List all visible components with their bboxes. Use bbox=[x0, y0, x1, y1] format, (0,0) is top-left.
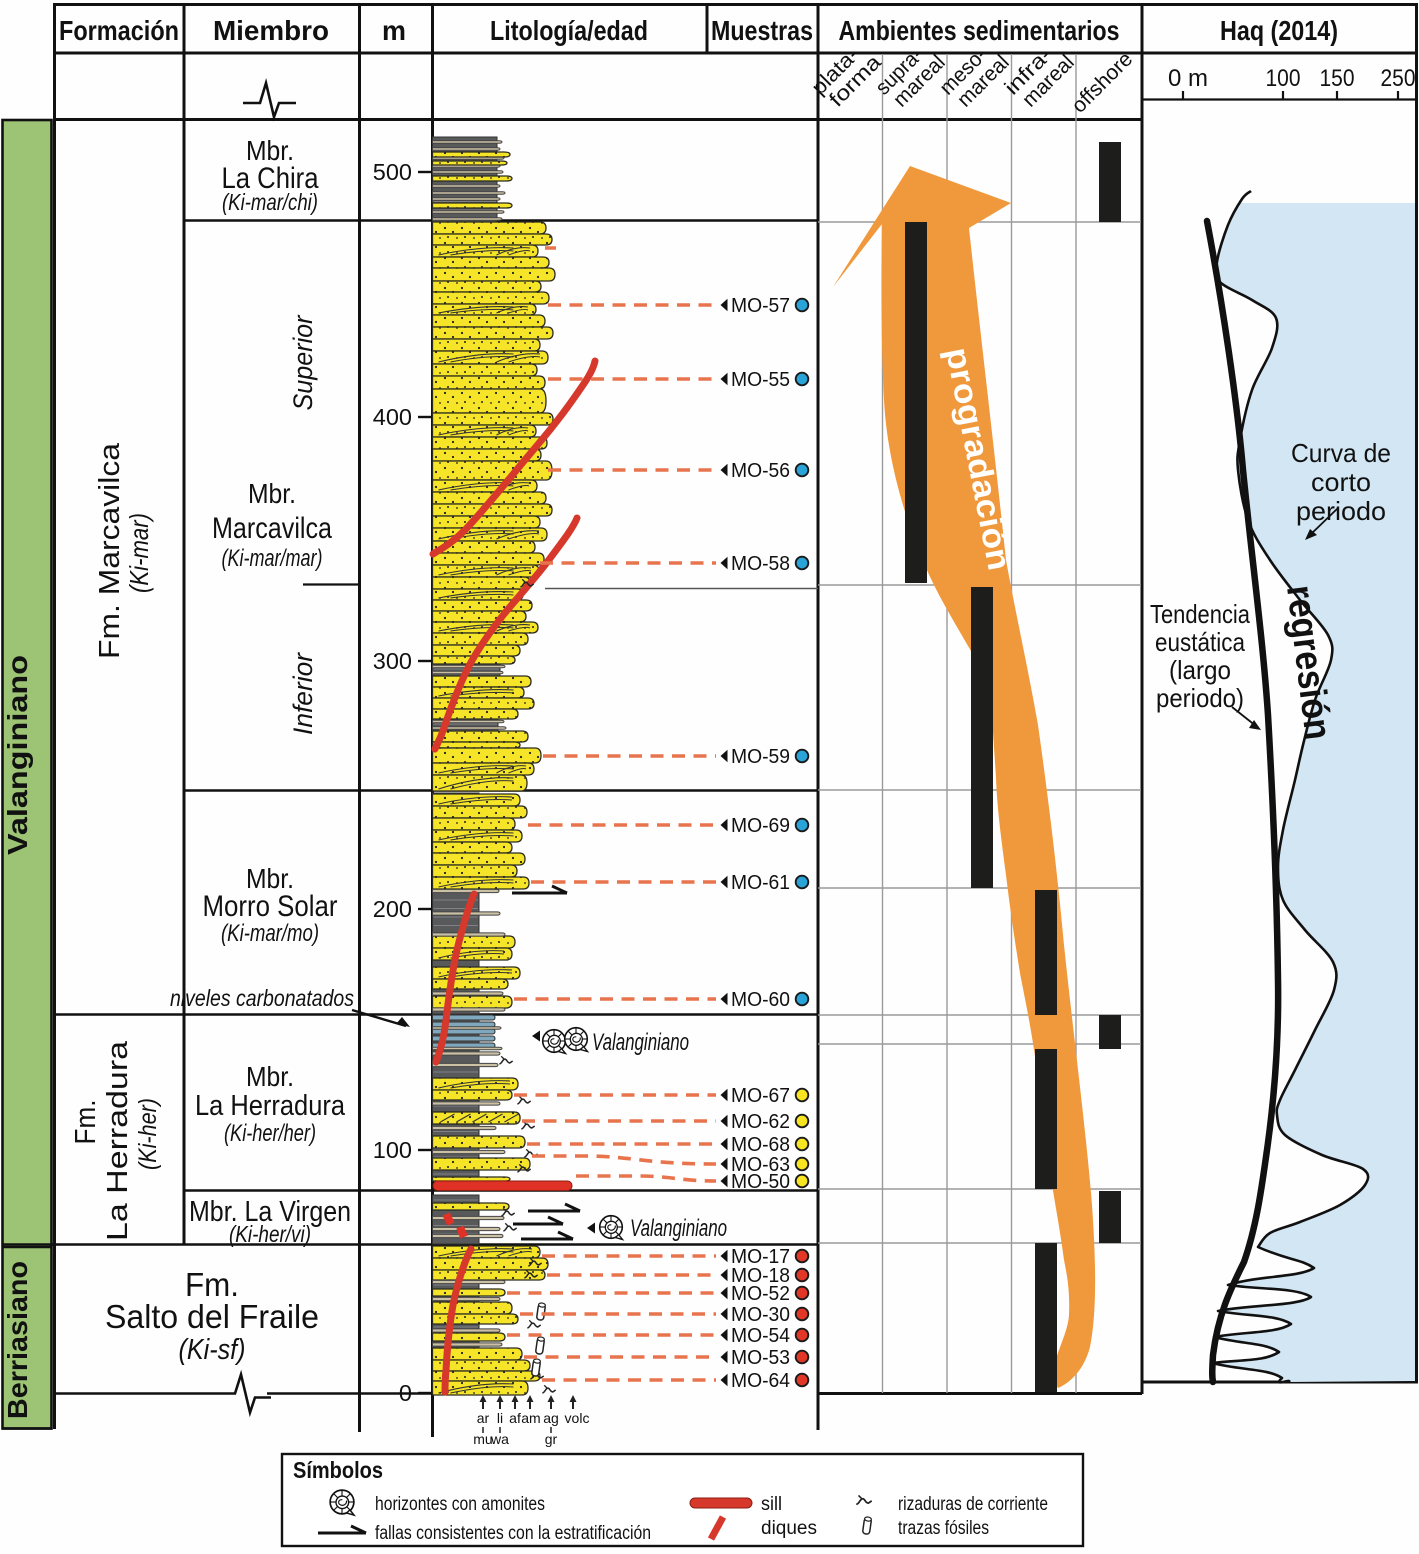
svg-text:Muestras: Muestras bbox=[711, 15, 813, 46]
svg-text:li: li bbox=[497, 1410, 503, 1426]
svg-text:ar: ar bbox=[477, 1410, 490, 1426]
svg-text:MO-17: MO-17 bbox=[731, 1246, 790, 1268]
svg-text:MO-50: MO-50 bbox=[731, 1171, 790, 1193]
svg-text:Litología/edad: Litología/edad bbox=[490, 15, 648, 46]
svg-text:MO-52: MO-52 bbox=[731, 1283, 790, 1305]
svg-text:MO-18: MO-18 bbox=[731, 1265, 790, 1287]
svg-text:(Ki-her): (Ki-her) bbox=[134, 1098, 162, 1170]
svg-text:MO-54: MO-54 bbox=[731, 1325, 790, 1347]
svg-text:Inferior: Inferior bbox=[288, 652, 318, 735]
svg-text:periodo: periodo bbox=[1296, 496, 1386, 526]
svg-text:sill: sill bbox=[761, 1494, 782, 1515]
svg-text:MO-57: MO-57 bbox=[731, 295, 790, 317]
svg-text:(largo: (largo bbox=[1169, 655, 1231, 685]
svg-text:150: 150 bbox=[1320, 65, 1355, 92]
svg-text:trazas fósiles: trazas fósiles bbox=[898, 1518, 989, 1539]
svg-text:MO-62: MO-62 bbox=[731, 1111, 790, 1133]
svg-text:MO-64: MO-64 bbox=[731, 1370, 790, 1392]
svg-text:Mbr. La Virgen: Mbr. La Virgen bbox=[189, 1196, 351, 1228]
svg-text:MO-60: MO-60 bbox=[731, 989, 790, 1011]
svg-text:MO-53: MO-53 bbox=[731, 1347, 790, 1369]
svg-text:100: 100 bbox=[1266, 65, 1301, 92]
svg-text:(Ki-her/vi): (Ki-her/vi) bbox=[229, 1221, 311, 1247]
svg-text:niveles carbonatados: niveles carbonatados bbox=[170, 985, 354, 1011]
svg-text:0 m: 0 m bbox=[1168, 65, 1208, 92]
svg-text:Miembro: Miembro bbox=[213, 15, 329, 46]
svg-text:gr: gr bbox=[545, 1431, 558, 1447]
svg-text:Haq (2014): Haq (2014) bbox=[1220, 15, 1338, 46]
svg-text:MO-61: MO-61 bbox=[731, 872, 790, 894]
svg-text:Fm.: Fm. bbox=[185, 1266, 239, 1303]
svg-text:MO-67: MO-67 bbox=[731, 1085, 790, 1107]
svg-text:eustática: eustática bbox=[1155, 627, 1245, 657]
svg-text:af: af bbox=[509, 1410, 521, 1426]
svg-text:500: 500 bbox=[373, 159, 412, 185]
svg-text:(Ki-mar): (Ki-mar) bbox=[124, 513, 154, 593]
svg-text:wa: wa bbox=[490, 1431, 509, 1447]
svg-text:MO-68: MO-68 bbox=[731, 1134, 790, 1156]
svg-text:(Ki-her/her): (Ki-her/her) bbox=[224, 1120, 316, 1147]
svg-text:300: 300 bbox=[373, 648, 412, 674]
svg-text:fallas consistentes con la est: fallas consistentes con la estratificaci… bbox=[375, 1523, 651, 1544]
svg-text:MO-59: MO-59 bbox=[731, 746, 790, 768]
svg-text:MO-55: MO-55 bbox=[731, 369, 790, 391]
svg-text:Curva de: Curva de bbox=[1291, 438, 1391, 468]
svg-text:Fm.: Fm. bbox=[70, 1100, 102, 1145]
svg-text:Mbr.: Mbr. bbox=[248, 478, 296, 509]
svg-text:horizontes con amonites: horizontes con amonites bbox=[375, 1494, 545, 1515]
svg-text:rizaduras de corriente: rizaduras de corriente bbox=[898, 1494, 1048, 1515]
svg-text:Valanginiano: Valanginiano bbox=[592, 1029, 689, 1056]
svg-text:Símbolos: Símbolos bbox=[293, 1457, 383, 1483]
svg-text:Fm. Marcavilca: Fm. Marcavilca bbox=[94, 442, 126, 659]
svg-text:100: 100 bbox=[373, 1137, 412, 1163]
svg-text:MO-58: MO-58 bbox=[731, 553, 790, 575]
svg-text:Mbr.: Mbr. bbox=[246, 135, 294, 166]
svg-text:(Ki-mar/mo): (Ki-mar/mo) bbox=[221, 920, 319, 947]
svg-text:corto: corto bbox=[1311, 467, 1371, 497]
svg-text:MO-63: MO-63 bbox=[731, 1154, 790, 1176]
svg-text:(Ki-mar/mar): (Ki-mar/mar) bbox=[222, 545, 323, 572]
svg-text:(Ki-sf): (Ki-sf) bbox=[179, 1334, 246, 1366]
svg-text:Berriasiano: Berriasiano bbox=[2, 1261, 33, 1419]
svg-text:diques: diques bbox=[761, 1518, 817, 1539]
svg-text:Formación: Formación bbox=[59, 15, 179, 46]
svg-text:Superior: Superior bbox=[288, 315, 318, 411]
svg-text:Ambientes sedimentarios: Ambientes sedimentarios bbox=[839, 15, 1120, 46]
svg-text:Mbr.: Mbr. bbox=[246, 863, 294, 894]
svg-text:am: am bbox=[521, 1410, 540, 1426]
svg-text:400: 400 bbox=[373, 404, 412, 430]
svg-text:volc: volc bbox=[565, 1410, 590, 1426]
svg-text:Salto del Fraile: Salto del Fraile bbox=[105, 1298, 319, 1335]
svg-text:Valanginiano: Valanginiano bbox=[2, 655, 33, 855]
svg-text:Mbr.: Mbr. bbox=[246, 1061, 294, 1092]
svg-text:200: 200 bbox=[373, 896, 412, 922]
svg-text:La Herradura: La Herradura bbox=[195, 1090, 346, 1122]
svg-text:Tendencia: Tendencia bbox=[1150, 599, 1250, 629]
svg-text:mu: mu bbox=[473, 1431, 492, 1447]
svg-text:MO-56: MO-56 bbox=[731, 460, 790, 482]
svg-text:La Herradura: La Herradura bbox=[102, 1040, 134, 1241]
svg-text:Valanginiano: Valanginiano bbox=[630, 1215, 727, 1242]
svg-text:Marcavilca: Marcavilca bbox=[212, 512, 332, 545]
svg-text:ag: ag bbox=[543, 1410, 559, 1426]
svg-text:m: m bbox=[382, 15, 406, 46]
svg-text:Morro Solar: Morro Solar bbox=[203, 890, 338, 923]
svg-text:250: 250 bbox=[1381, 65, 1416, 92]
svg-text:(Ki-mar/chi): (Ki-mar/chi) bbox=[222, 189, 318, 215]
svg-text:La Chira: La Chira bbox=[222, 162, 319, 195]
svg-text:periodo): periodo) bbox=[1156, 683, 1244, 713]
svg-text:MO-69: MO-69 bbox=[731, 815, 790, 837]
svg-text:MO-30: MO-30 bbox=[731, 1304, 790, 1326]
svg-text:0: 0 bbox=[399, 1380, 412, 1406]
